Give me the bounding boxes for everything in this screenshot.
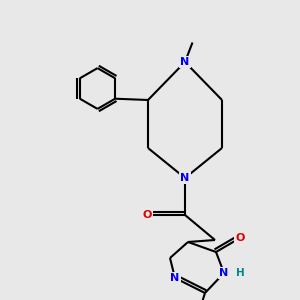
Text: O: O xyxy=(142,210,152,220)
Text: H: H xyxy=(236,268,245,278)
Text: O: O xyxy=(235,233,245,243)
Text: N: N xyxy=(180,57,190,67)
Text: N: N xyxy=(219,268,229,278)
Text: N: N xyxy=(170,273,180,283)
Text: N: N xyxy=(180,173,190,183)
